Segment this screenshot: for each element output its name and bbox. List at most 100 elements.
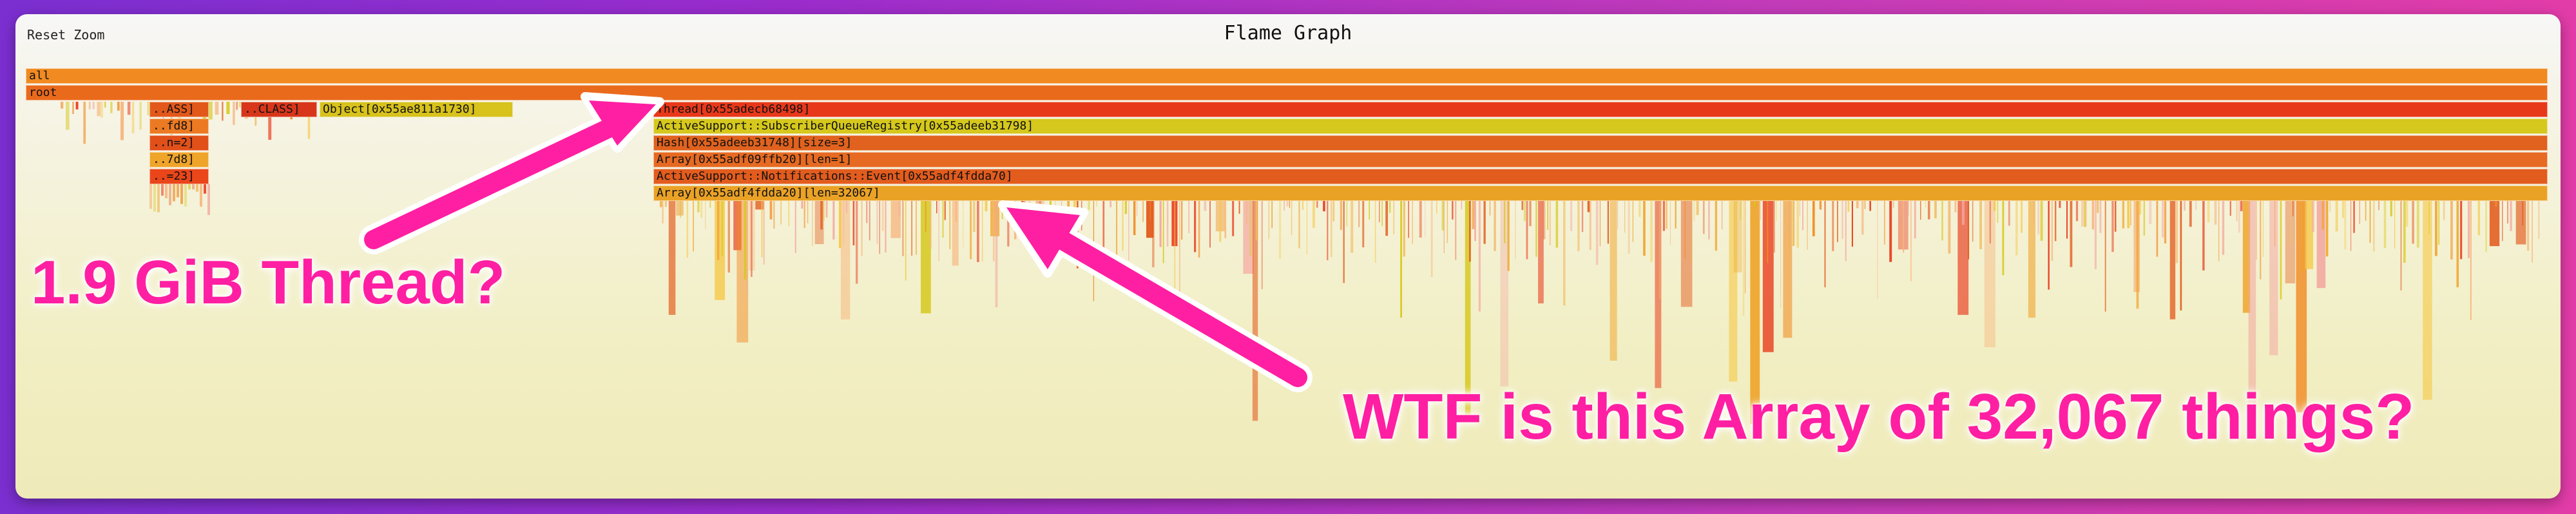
flame-frame-sliver[interactable] [664, 201, 667, 207]
flame-frame-sliver[interactable] [1116, 201, 1118, 266]
flame-frame-sliver[interactable] [2143, 201, 2146, 236]
flame-frame-sliver[interactable] [1245, 201, 1248, 225]
flame-frame-sliver[interactable] [1128, 201, 1129, 261]
flame-frame-sliver[interactable] [2028, 201, 2036, 318]
flame-frame-sliver[interactable] [832, 201, 835, 240]
flame-frame-sliver[interactable] [1133, 201, 1136, 236]
flame-frame-sliver[interactable] [2066, 201, 2068, 239]
flame-frame-sliver[interactable] [2460, 201, 2463, 260]
flame-frame-sliver[interactable] [1261, 201, 1263, 289]
flame-frame-sliver[interactable] [2099, 201, 2102, 233]
flame-frame-sliver[interactable] [1249, 201, 1252, 256]
flame-frame-sliver[interactable] [2456, 201, 2459, 288]
flame-frame-sliver[interactable] [2051, 201, 2053, 261]
flame-frame-sliver[interactable] [2350, 201, 2352, 251]
flame-frame-sliver[interactable] [1039, 201, 1041, 258]
flame-frame-sliver[interactable] [2184, 201, 2186, 211]
flame-frame-sliver[interactable] [1343, 201, 1345, 283]
flame-frame-sliver[interactable] [1507, 201, 1510, 271]
flame-frame-sliver[interactable] [2130, 201, 2131, 226]
flame-frame-sliver[interactable] [676, 201, 684, 216]
flame-frame-sliver[interactable] [1941, 201, 1943, 241]
flame-frame-sliver[interactable] [1767, 201, 1769, 263]
flame-frame-sliver[interactable] [2002, 201, 2004, 276]
flame-frame-sliver[interactable] [840, 201, 851, 319]
flame-frame-sliver[interactable] [1851, 201, 1853, 247]
flame-frame-sliver[interactable] [208, 102, 213, 120]
flame-frame-sliver[interactable] [2048, 201, 2050, 290]
flame-frame-sliver[interactable] [66, 102, 70, 130]
flame-frame-sliver[interactable] [120, 102, 124, 140]
flame-frame-sliver[interactable] [1529, 201, 1532, 227]
flame-frame-sliver[interactable] [2344, 201, 2347, 250]
flame-frame-sliver[interactable] [2122, 201, 2125, 229]
flame-frame-sliver[interactable] [1283, 201, 1285, 211]
flame-frame-sliver[interactable] [970, 201, 972, 260]
flame-frame-sliver[interactable] [1110, 201, 1111, 207]
flame-frame-sliver[interactable] [803, 201, 805, 229]
flame-frame-sliver[interactable] [1369, 201, 1370, 220]
flame-frame-sliver[interactable] [1500, 201, 1509, 387]
flame-frame-sliver[interactable] [72, 102, 74, 114]
flame-frame-sliver[interactable] [1198, 201, 1200, 258]
flame-frame-sliver[interactable] [2312, 201, 2314, 233]
flame-frame-sliver[interactable] [147, 102, 151, 115]
flame-frame-sliver[interactable] [1526, 201, 1528, 260]
flame-frame-sliver[interactable] [2094, 201, 2097, 269]
flame-frame-sliver[interactable] [1443, 201, 1445, 253]
flame-frame-sliver[interactable] [139, 102, 142, 130]
flame-frame-sliver[interactable] [1780, 201, 1782, 308]
flame-frame-sliver[interactable] [876, 201, 878, 245]
flame-frame-sliver[interactable] [769, 201, 773, 220]
flame-frame-sliver[interactable] [662, 201, 664, 224]
flame-frame-sliver[interactable] [1774, 201, 1775, 253]
flame-frame-sliver[interactable] [1007, 201, 1010, 247]
flame-frame-sliver[interactable] [2434, 201, 2437, 256]
flame-frame-sliver[interactable] [1332, 201, 1335, 222]
flame-frame-sliver[interactable] [1469, 201, 1471, 262]
flame-frame-sliver[interactable] [1224, 201, 1227, 238]
flame-frame-sliver[interactable] [1562, 201, 1566, 306]
flame-frame-sliver[interactable] [1993, 201, 1996, 211]
flame-frame-sliver[interactable] [2222, 201, 2225, 255]
flame-frame-sliver[interactable] [2040, 201, 2043, 241]
flame-frame-sliver[interactable] [902, 201, 904, 256]
flame-frame-sliver[interactable] [2149, 201, 2152, 224]
flame-frame-sliver[interactable] [2495, 201, 2497, 207]
flame-frame-sliver[interactable] [1465, 201, 1471, 416]
flame-frame-sliver[interactable] [1675, 201, 1677, 229]
flame-frame-sliver[interactable] [929, 201, 932, 249]
flame-frame-sliver[interactable] [2081, 201, 2087, 227]
flame-frame-sliver[interactable] [1832, 201, 1834, 251]
flame-frame-sliver[interactable] [1861, 201, 1864, 235]
flame-frame-sliver[interactable] [807, 201, 809, 224]
flame-frame-sliver[interactable] [204, 184, 206, 194]
flame-frame-sliver[interactable] [995, 201, 998, 308]
frame-23[interactable]: ..=23] [149, 169, 209, 184]
flame-frame-sliver[interactable] [1793, 201, 1795, 246]
flame-frame-sliver[interactable] [2162, 201, 2164, 238]
flame-frame-sliver[interactable] [226, 102, 230, 115]
flame-frame-sliver[interactable] [1708, 201, 1710, 240]
flame-frame-sliver[interactable] [890, 201, 901, 238]
flame-frame-sliver[interactable] [1035, 201, 1043, 240]
flame-frame-sliver[interactable] [1954, 201, 1957, 213]
flame-frame-sliver[interactable] [1298, 201, 1300, 249]
flame-frame-sliver[interactable] [921, 201, 931, 314]
flame-frame-sliver[interactable] [1547, 201, 1549, 230]
flame-frame-sliver[interactable] [1587, 201, 1590, 213]
flame-frame-sliver[interactable] [1968, 201, 1970, 260]
flame-frame-sliver[interactable] [1081, 201, 1082, 231]
flame-frame-sliver[interactable] [1159, 201, 1162, 247]
flame-frame-sliver[interactable] [938, 201, 940, 262]
flame-frame-sliver[interactable] [2054, 201, 2057, 242]
flame-frame-sliver[interactable] [825, 201, 828, 218]
flame-frame-sliver[interactable] [200, 184, 202, 207]
frame-array-big[interactable]: Array[0x55adf4fdda20][len=32067] [653, 186, 2548, 201]
flame-frame-sliver[interactable] [1925, 201, 1927, 208]
flame-frame-sliver[interactable] [801, 201, 803, 209]
flame-frame-sliver[interactable] [1523, 201, 1526, 222]
flame-frame-sliver[interactable] [1961, 201, 1965, 225]
flame-frame-sliver[interactable] [2097, 201, 2099, 213]
flame-frame-sliver[interactable] [215, 102, 219, 115]
